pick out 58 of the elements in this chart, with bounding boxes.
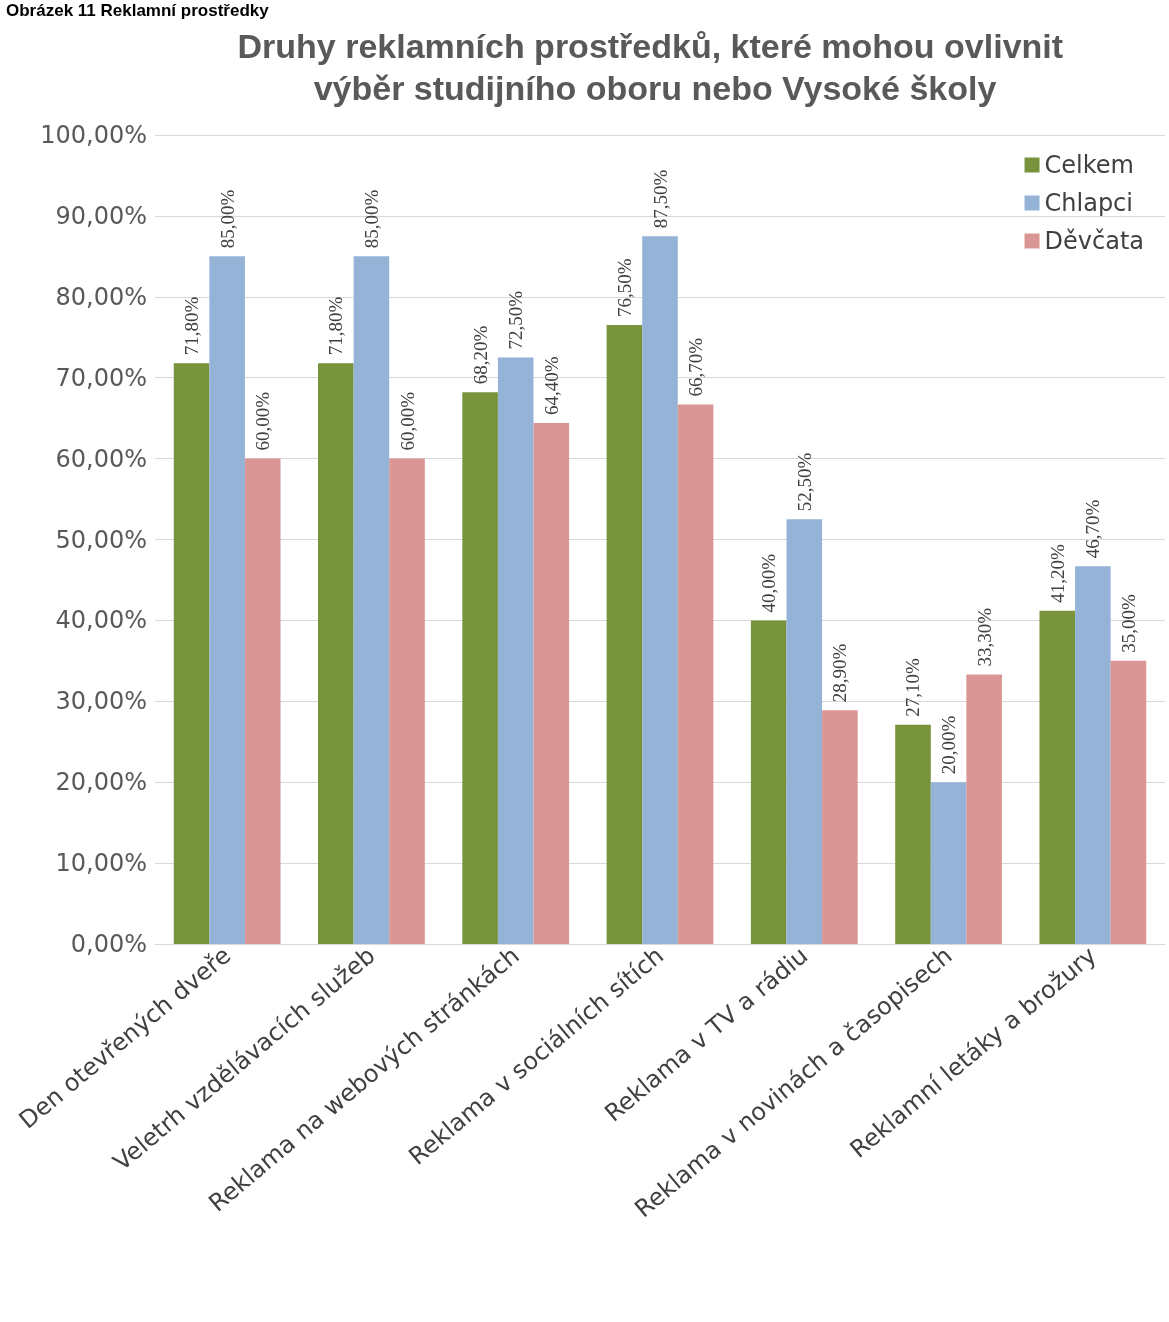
bar [318,363,354,944]
data-label: 71,80% [181,296,203,356]
y-tick-label: 70,00% [55,363,147,392]
data-label: 64,40% [540,356,562,415]
bar [173,363,210,944]
data-label: 52,50% [793,452,815,512]
bar [786,519,823,944]
y-tick-label: 90,00% [55,201,147,230]
y-tick-label: 100,00% [40,121,147,149]
bar [606,325,643,944]
bar [1075,566,1111,944]
data-label: 66,70% [685,337,707,397]
data-label: 35,00% [1117,594,1139,653]
bar [1110,660,1147,944]
bar [677,404,714,944]
bar [1039,610,1076,944]
y-tick-label: 20,00% [55,768,147,797]
y-tick-label: 0,00% [70,930,147,958]
data-label: 28,90% [829,643,851,703]
data-label: 33,30% [973,607,995,667]
data-label: 60,00% [396,391,418,451]
bar [533,423,570,944]
legend-label: Děvčata [1044,227,1144,255]
bar [966,674,1002,944]
chart-title: Druhy reklamních prostředků, které mohou ovlivnit výběr studijního oboru nebo Vysoké školy [237,27,1073,107]
text: Obrázek 11 Reklamní prostředky [6,1,270,20]
legend-label: Chlapci [1044,189,1133,217]
data-label: 20,00% [938,715,960,775]
bar [750,620,787,944]
y-tick-label: 60,00% [55,444,147,473]
y-tick-label: 10,00% [55,849,147,878]
bar [642,236,678,944]
data-label: 85,00% [360,189,382,249]
data-label: 41,20% [1046,543,1068,603]
data-label: 76,50% [613,258,635,318]
data-label: 71,80% [325,296,347,356]
y-tick-label: 50,00% [55,525,147,554]
data-label: 68,20% [469,325,491,385]
bar [822,710,858,944]
data-label: 40,00% [758,553,780,613]
data-label: 85,00% [216,189,238,249]
bar [209,256,245,944]
data-label: 27,10% [902,658,924,717]
y-tick-label: 80,00% [55,282,147,311]
bar [353,256,390,944]
bar [497,357,534,944]
y-tick-label: 30,00% [55,687,147,716]
data-label: 46,70% [1082,499,1104,559]
bar [389,458,425,944]
bar [895,724,931,944]
bar [244,458,281,944]
y-tick-label: 40,00% [55,606,147,635]
data-label: 60,00% [252,391,274,451]
data-label: 72,50% [505,290,527,350]
legend-label: Celkem [1044,151,1134,179]
bar [462,392,498,944]
data-label: 87,50% [649,169,671,229]
bar [930,782,967,944]
